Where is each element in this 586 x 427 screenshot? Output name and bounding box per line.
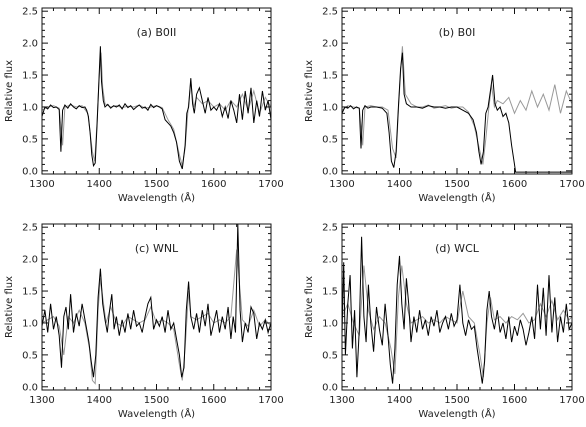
y-tick-label: 0.5 bbox=[322, 350, 338, 361]
panel-label: (a) B0II bbox=[137, 26, 177, 39]
y-axis-label: Relative flux bbox=[304, 276, 315, 338]
y-tick-label: 1.5 bbox=[322, 287, 338, 298]
series-line-1 bbox=[42, 52, 271, 166]
x-tick-label: 1700 bbox=[559, 179, 584, 190]
series-line-0 bbox=[42, 224, 271, 378]
chart-panel-3: 1300 1400 1500 1600 1700 0.0 0.5 1.0 1.5 2.0 2.5 Wa… bbox=[304, 223, 585, 420]
x-tick-label: 1500 bbox=[144, 179, 169, 190]
x-tick-label: 1700 bbox=[258, 179, 283, 190]
y-tick-label: 1.5 bbox=[22, 71, 38, 82]
y-tick-label: 1.0 bbox=[322, 102, 338, 113]
y-tick-label: 0.0 bbox=[322, 382, 338, 393]
y-tick-label: 1.0 bbox=[22, 318, 38, 329]
y-tick-label: 2.0 bbox=[322, 39, 338, 50]
y-tick-label: 0.0 bbox=[22, 382, 38, 393]
x-tick-label: 1300 bbox=[29, 179, 54, 190]
x-tick-label: 1500 bbox=[144, 395, 169, 406]
y-tick-label: 1.0 bbox=[322, 318, 338, 329]
x-tick-label: 1400 bbox=[387, 179, 412, 190]
x-tick-label: 1600 bbox=[502, 395, 527, 406]
x-tick-label: 1400 bbox=[87, 395, 112, 406]
x-tick-label: 1500 bbox=[444, 179, 469, 190]
y-tick-label: 1.5 bbox=[22, 287, 38, 298]
series-line-0 bbox=[42, 46, 271, 170]
x-tick-label: 1600 bbox=[201, 179, 226, 190]
series-line-1 bbox=[42, 249, 271, 385]
x-axis-label: Wavelength (Å) bbox=[118, 191, 195, 204]
y-tick-label: 2.5 bbox=[22, 7, 38, 18]
x-tick-label: 1700 bbox=[559, 395, 584, 406]
x-tick-label: 1300 bbox=[329, 395, 354, 406]
x-tick-label: 1500 bbox=[444, 395, 469, 406]
x-tick-label: 1300 bbox=[29, 395, 54, 406]
chart-panel-2: 1300 1400 1500 1600 1700 0.0 0.5 1.0 1.5 2.0 2.5 Wa… bbox=[4, 223, 284, 420]
y-tick-label: 0.0 bbox=[22, 166, 38, 177]
y-tick-label: 2.0 bbox=[22, 255, 38, 266]
y-axis-label: Relative flux bbox=[4, 276, 15, 338]
panel-label: (c) WNL bbox=[135, 242, 179, 255]
x-axis-label: Wavelength (Å) bbox=[118, 407, 195, 420]
y-tick-label: 2.5 bbox=[322, 7, 338, 18]
series-line-1 bbox=[342, 46, 572, 165]
y-tick-label: 1.5 bbox=[322, 71, 338, 82]
panel-label: (b) B0I bbox=[439, 26, 476, 39]
panel-label: (d) WCL bbox=[435, 242, 480, 255]
x-tick-label: 1700 bbox=[258, 395, 283, 406]
series-line-1 bbox=[342, 265, 572, 378]
y-tick-label: 0.5 bbox=[322, 134, 338, 145]
chart-panel-0: 1300 1400 1500 1600 1700 0.0 0.5 1.0 1.5 2.0 2.5 Wa… bbox=[4, 7, 284, 204]
y-tick-label: 2.5 bbox=[322, 223, 338, 234]
y-tick-label: 2.5 bbox=[22, 223, 38, 234]
x-tick-label: 1400 bbox=[87, 179, 112, 190]
x-axis-label: Wavelength (Å) bbox=[418, 407, 495, 420]
x-tick-label: 1400 bbox=[387, 395, 412, 406]
y-tick-label: 1.0 bbox=[22, 102, 38, 113]
series-line-0 bbox=[342, 52, 572, 173]
x-tick-label: 1600 bbox=[201, 395, 226, 406]
y-axis-label: Relative flux bbox=[4, 60, 15, 122]
y-axis-label: Relative flux bbox=[304, 60, 315, 122]
x-axis-label: Wavelength (Å) bbox=[418, 191, 495, 204]
series-line-0 bbox=[342, 236, 572, 384]
x-tick-label: 1300 bbox=[329, 179, 354, 190]
y-tick-label: 0.5 bbox=[22, 134, 38, 145]
y-tick-label: 2.0 bbox=[22, 39, 38, 50]
x-tick-label: 1600 bbox=[502, 179, 527, 190]
y-tick-label: 2.0 bbox=[322, 255, 338, 266]
y-tick-label: 0.5 bbox=[22, 350, 38, 361]
chart-panel-1: 1300 1400 1500 1600 1700 0.0 0.5 1.0 1.5 2.0 2.5 Wa… bbox=[304, 7, 585, 204]
y-tick-label: 0.0 bbox=[322, 166, 338, 177]
